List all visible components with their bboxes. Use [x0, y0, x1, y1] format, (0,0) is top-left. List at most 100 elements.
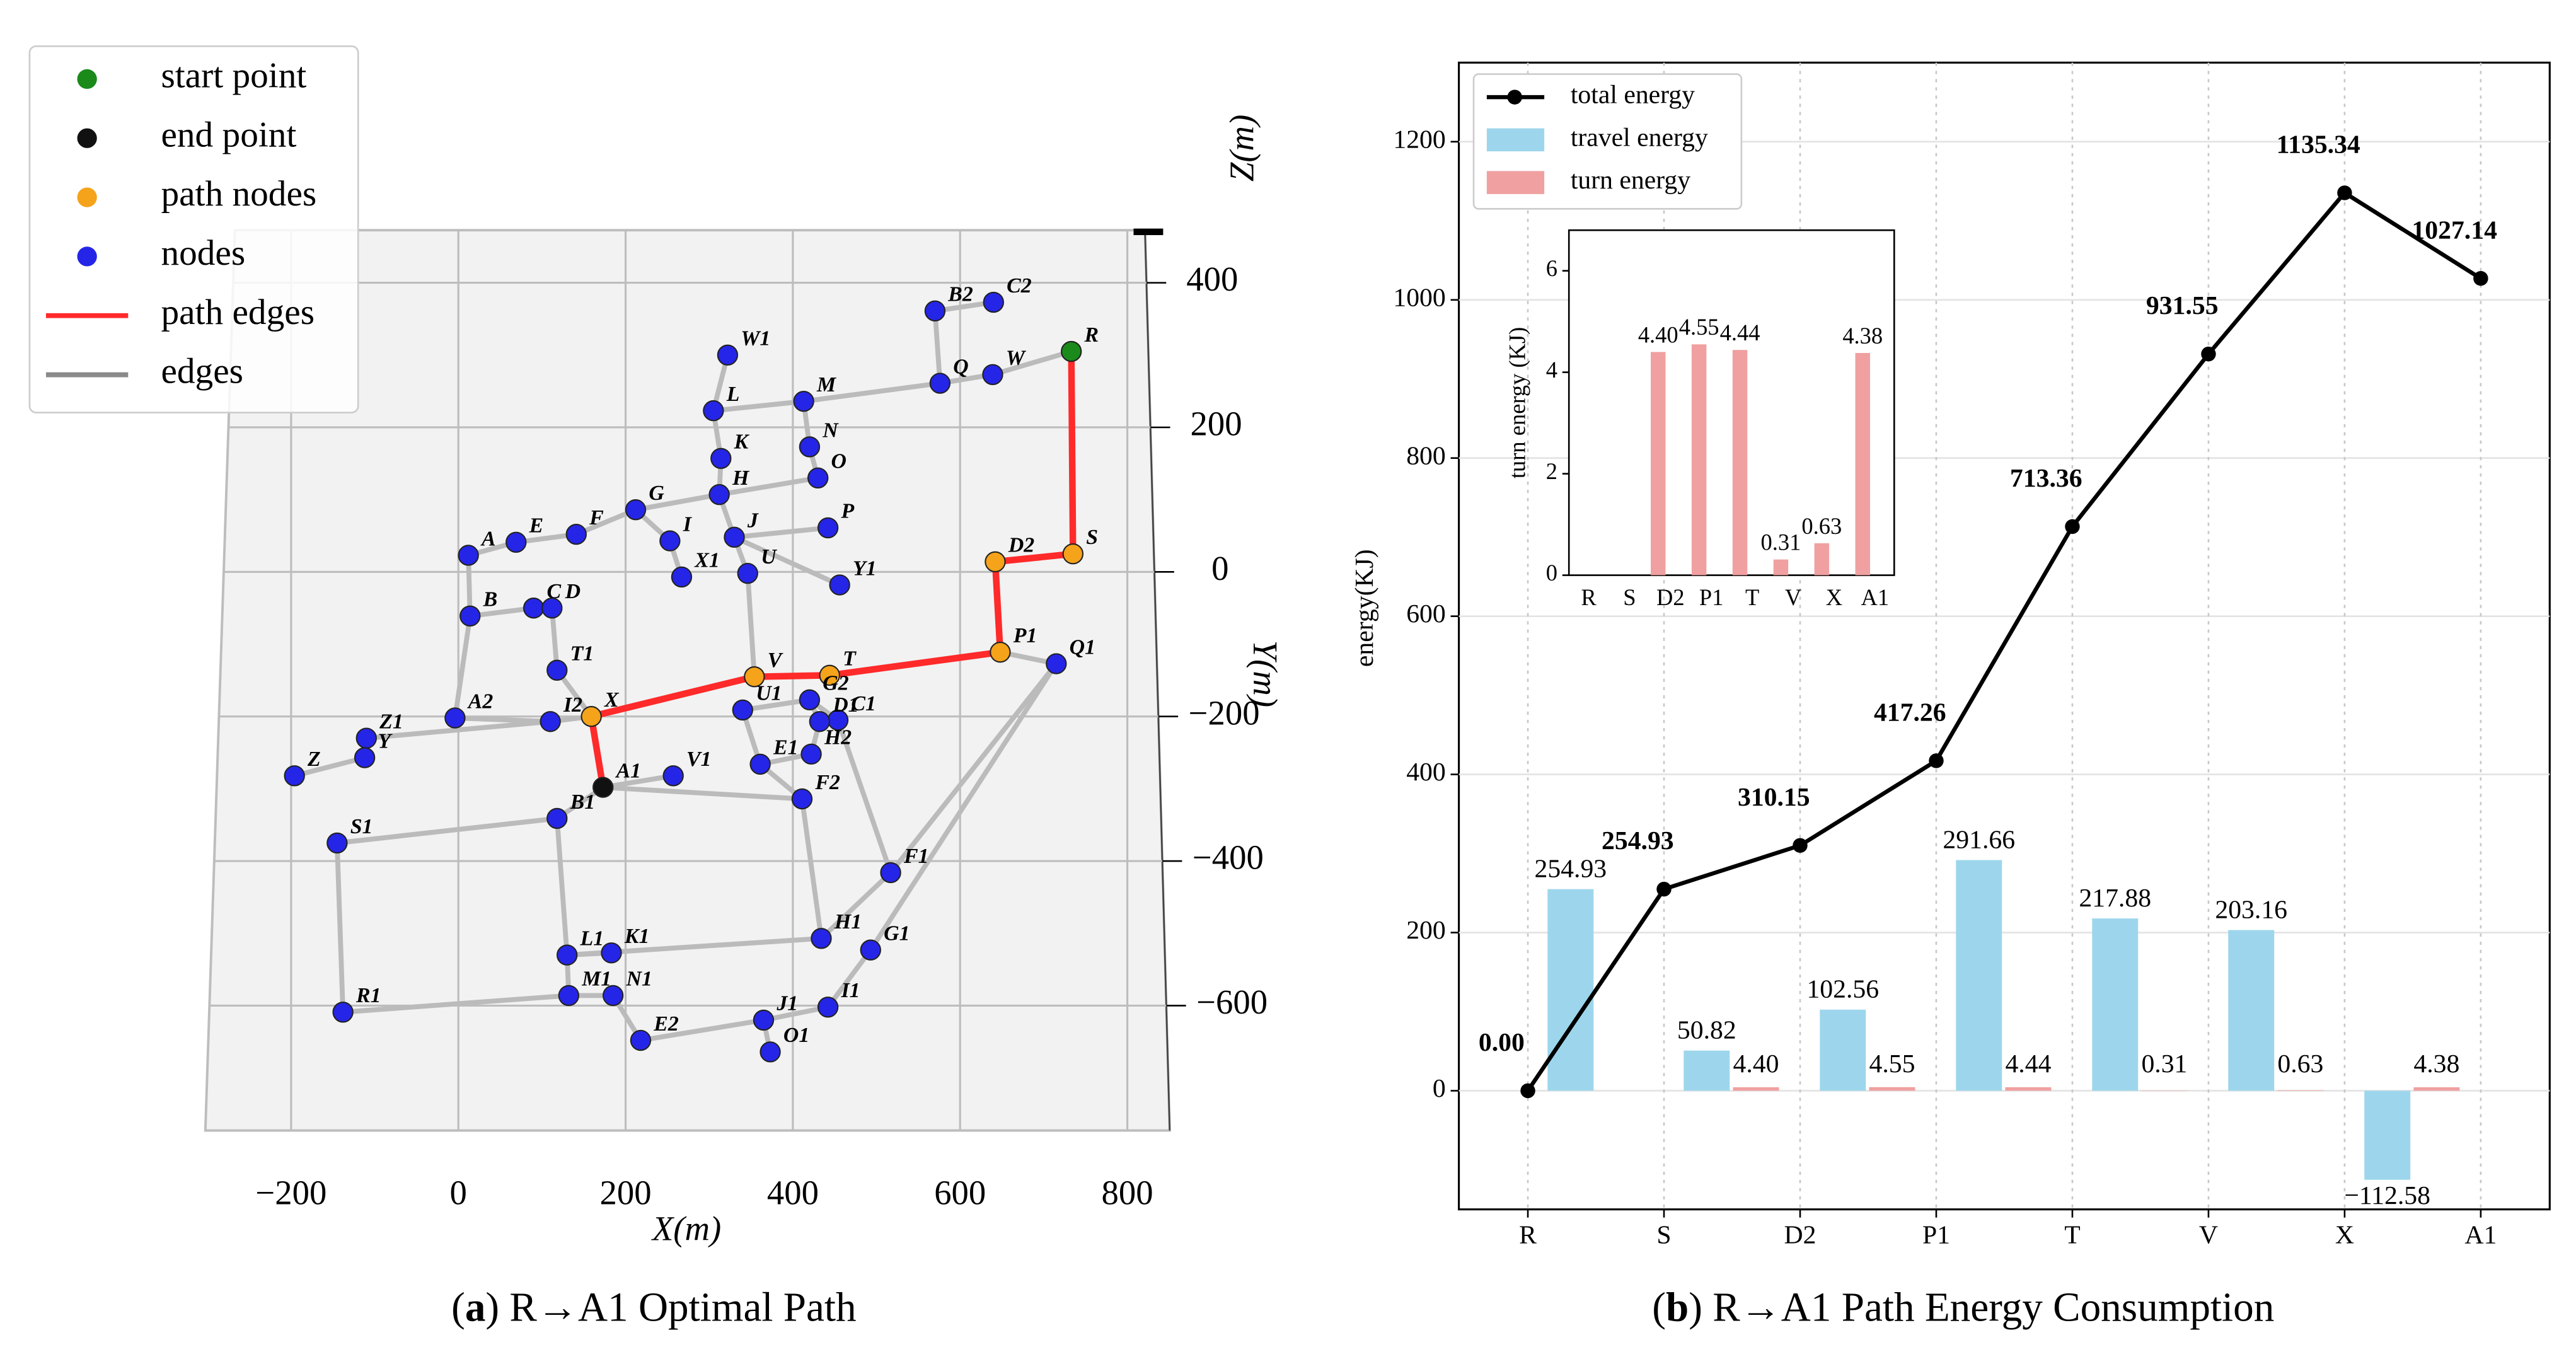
path-edge	[991, 550, 1077, 565]
y-tick-label: 6	[1546, 255, 1557, 281]
node	[541, 598, 563, 619]
node-label: W1	[741, 327, 770, 350]
node-label: I2	[563, 693, 582, 717]
value-label: 931.55	[2146, 291, 2219, 320]
value-label: 4.40	[1638, 321, 1678, 347]
node-label: T1	[570, 642, 594, 666]
legend-label: total energy	[1571, 81, 1695, 110]
x-tick-label: X	[1826, 584, 1842, 610]
node	[1061, 340, 1082, 362]
node	[703, 400, 724, 422]
value-label: 0.63	[1801, 513, 1842, 539]
node-label: C2	[1007, 274, 1032, 298]
node-label: Y1	[853, 557, 877, 580]
edge	[742, 697, 811, 713]
node-label: O	[831, 450, 846, 473]
y-axis-label: Y(m)	[1246, 640, 1285, 707]
y-tick-label: 0	[1546, 560, 1557, 586]
edge	[575, 507, 637, 537]
node-label: N1	[626, 968, 652, 991]
node	[744, 666, 765, 688]
node-label: L	[726, 383, 740, 406]
node	[540, 711, 561, 732]
caption-part: ) R→A1 Optimal Path	[485, 1285, 856, 1330]
node	[662, 765, 684, 787]
node-label: A2	[467, 690, 494, 713]
node-label: U	[761, 545, 777, 569]
node	[737, 562, 758, 584]
node	[817, 997, 839, 1018]
node	[800, 743, 822, 765]
x-tick-label: 0	[450, 1173, 467, 1211]
legend-marker	[77, 69, 97, 90]
node-label: V	[768, 649, 783, 672]
point	[1520, 1083, 1535, 1099]
point	[1656, 881, 1672, 897]
x-tick-label: 400	[767, 1173, 819, 1211]
node-label: P1	[1013, 624, 1037, 647]
node	[982, 364, 1003, 385]
value-label: 417.26	[1874, 698, 1946, 727]
node	[929, 373, 951, 394]
node-label: N	[822, 419, 839, 442]
node	[659, 530, 681, 552]
value-label: 1135.34	[2277, 130, 2360, 159]
value-label: 203.16	[2215, 895, 2287, 924]
node-label: Q	[953, 355, 968, 378]
caption-part: (	[451, 1285, 465, 1330]
bar	[2092, 918, 2139, 1091]
caption-part: a	[465, 1285, 486, 1330]
node	[284, 765, 305, 787]
node	[355, 727, 377, 749]
node-label: E	[529, 514, 544, 538]
node	[983, 291, 1004, 313]
x-tick-label: P1	[1922, 1221, 1950, 1250]
y-tick-label: 1000	[1393, 283, 1445, 312]
edge	[554, 818, 570, 956]
edge	[826, 948, 873, 1009]
node	[580, 706, 602, 727]
node	[505, 531, 527, 553]
node	[601, 942, 622, 964]
bar	[1814, 543, 1830, 575]
bar	[1651, 352, 1666, 575]
node	[557, 944, 578, 966]
node-label: D2	[1008, 534, 1034, 557]
value-label: −112.58	[2344, 1181, 2430, 1210]
bar	[2413, 1087, 2460, 1091]
bar	[2277, 1090, 2324, 1091]
edge	[733, 535, 841, 587]
node-label: O1	[783, 1024, 809, 1047]
node	[809, 711, 831, 732]
node	[459, 605, 481, 627]
edge	[889, 662, 1058, 874]
y-tick-label: 600	[1406, 599, 1446, 628]
bar	[1732, 350, 1748, 575]
edge	[342, 993, 569, 1015]
node	[860, 939, 881, 961]
node	[760, 1041, 781, 1063]
node-label: V1	[686, 748, 712, 771]
node-label: M1	[581, 968, 611, 991]
edge	[366, 719, 551, 741]
path-edge	[991, 558, 1004, 656]
value-label: 217.88	[2079, 884, 2151, 913]
x-tick-label: 200	[600, 1173, 652, 1211]
value-label: 0.00	[1479, 1028, 1525, 1057]
value-label: 4.38	[1842, 323, 1883, 349]
point	[1929, 753, 1944, 768]
value-label: 254.93	[1602, 826, 1674, 855]
node-label: K	[734, 431, 750, 454]
legend-label: travel energy	[1571, 123, 1708, 152]
node-label: Y	[378, 729, 393, 753]
bar	[1820, 1009, 1866, 1091]
x-tick-label: S	[1623, 584, 1636, 610]
path-edge	[826, 649, 1004, 679]
y-tick-label: −400	[1193, 838, 1264, 877]
node-label: W	[1006, 347, 1027, 370]
legend-label: start point	[161, 56, 306, 96]
edge	[734, 525, 829, 540]
node-label: T	[843, 647, 857, 671]
legend-marker	[77, 128, 97, 148]
value-label: 1027.14	[2411, 216, 2497, 245]
